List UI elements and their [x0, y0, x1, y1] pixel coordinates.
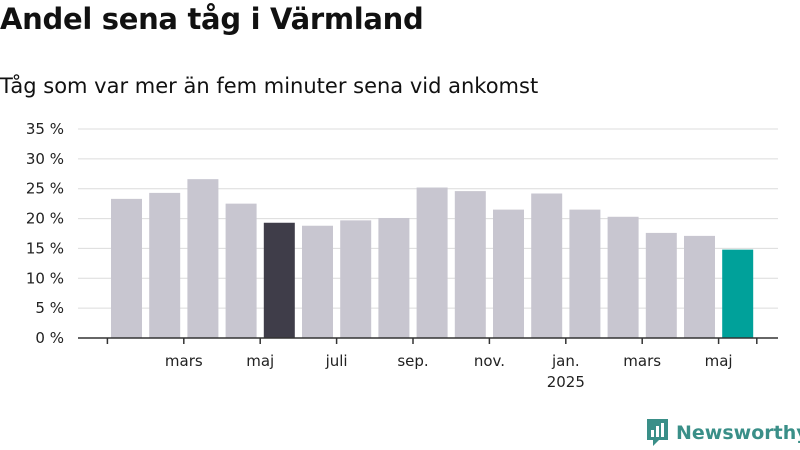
newsworthy-logo-text: Newsworthy — [676, 421, 800, 444]
y-tick-label: 10 % — [26, 269, 64, 287]
chart-title: Andel sena tåg i Värmland — [0, 2, 424, 36]
y-tick-label: 20 % — [26, 210, 64, 228]
bar — [569, 209, 601, 338]
bars — [111, 179, 754, 338]
bar — [302, 225, 333, 338]
chart-subtitle: Tåg som var mer än fem minuter sena vid … — [0, 74, 539, 98]
bar — [187, 179, 219, 338]
bar — [340, 220, 372, 338]
x-tick-label: mars — [623, 352, 661, 370]
newsworthy-logo-icon — [647, 419, 668, 446]
y-axis-labels: 0 % 5 % 10 % 15 % 20 % 25 % 30 % 35 % — [26, 120, 64, 347]
bar — [493, 209, 524, 338]
bar — [149, 192, 181, 338]
x-axis: mars maj juli sep. nov. jan. 2025 mars maj — [78, 337, 778, 391]
bar — [454, 191, 486, 338]
x-tick-label: juli — [325, 352, 348, 370]
bar — [111, 198, 142, 338]
x-tick-label: maj — [246, 352, 274, 370]
x-tick-label: 2025 — [547, 373, 585, 391]
x-tick-label: sep. — [397, 352, 428, 370]
y-tick-label: 0 % — [35, 329, 64, 347]
bar — [225, 203, 257, 338]
bar — [645, 232, 677, 338]
bar — [416, 187, 448, 338]
y-tick-label: 15 % — [26, 239, 64, 257]
bar — [722, 249, 754, 338]
newsworthy-logo: Newsworthy — [645, 418, 800, 447]
bar — [607, 216, 639, 338]
bar — [531, 193, 563, 338]
y-tick-label: 35 % — [26, 120, 64, 138]
y-tick-label: 30 % — [26, 150, 64, 168]
x-tick-label: mars — [165, 352, 203, 370]
bar — [263, 222, 295, 338]
x-tick-label: jan. — [551, 352, 580, 370]
x-tick-label: nov. — [474, 352, 505, 370]
bar — [378, 217, 410, 338]
y-tick-label: 25 % — [26, 180, 64, 198]
y-tick-label: 5 % — [35, 299, 64, 317]
x-tick-label: maj — [705, 352, 733, 370]
bar — [684, 235, 715, 338]
